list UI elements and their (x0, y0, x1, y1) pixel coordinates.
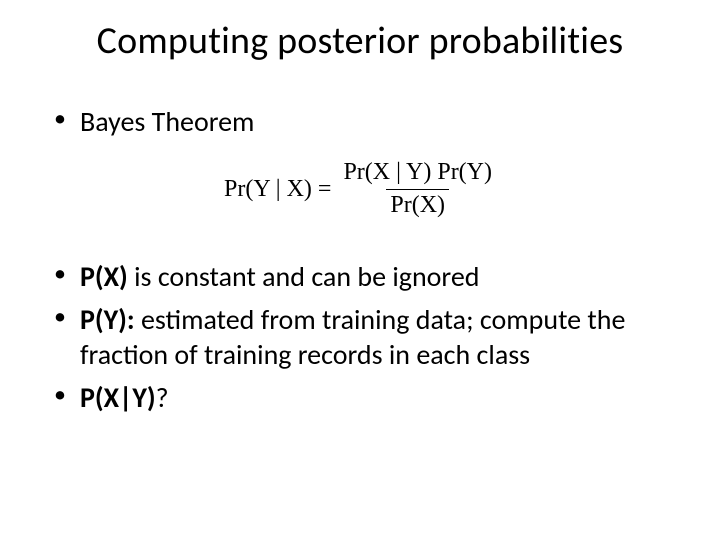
bullet-bayes: Bayes Theorem (54, 104, 684, 139)
slide-title: Computing posterior probabilities (36, 18, 684, 64)
formula-denominator: Pr(X) (386, 189, 449, 220)
bullet-list: Bayes Theorem (36, 104, 684, 139)
bullet-py: P(Y): estimated from training data; comp… (54, 302, 684, 372)
slide-container: Computing posterior probabilities Bayes … (0, 0, 720, 540)
bullet-pxy-rest: ? (156, 380, 169, 415)
bullet-text: Bayes Theorem (80, 104, 254, 139)
bullet-py-rest: estimated from training data; compute th… (80, 302, 625, 372)
bullet-px-bold: P(X) (80, 259, 128, 294)
formula-lhs: Pr(Y | X) = (224, 176, 331, 203)
bullet-px: P(X) is constant and can be ignored (54, 259, 684, 294)
formula-fraction: Pr(X | Y) Pr(Y) Pr(X) (339, 159, 496, 219)
bayes-formula: Pr(Y | X) = Pr(X | Y) Pr(Y) Pr(X) (36, 159, 684, 219)
formula-numerator: Pr(X | Y) Pr(Y) (339, 159, 496, 189)
bullet-list-2: P(X) is constant and can be ignored P(Y)… (36, 259, 684, 415)
bullet-pxy-bold: P(X|Y) (80, 380, 156, 415)
bullet-pxy: P(X|Y)? (54, 380, 684, 415)
bullet-py-bold: P(Y): (80, 302, 135, 337)
bullet-px-rest: is constant and can be ignored (128, 259, 480, 294)
